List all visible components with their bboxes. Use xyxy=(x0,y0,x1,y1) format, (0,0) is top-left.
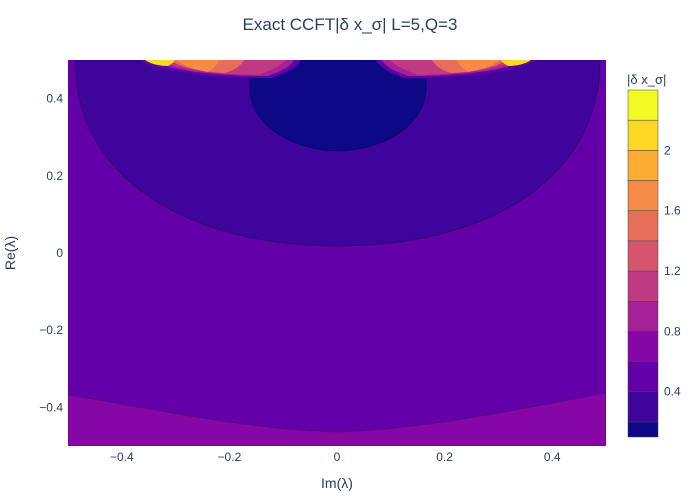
x-tick-label: 0.4 xyxy=(544,450,561,464)
colorbar-tick-label: 0.4 xyxy=(664,385,681,399)
colorbar-band xyxy=(627,331,659,362)
colorbar-tick-label: 2 xyxy=(664,143,671,157)
colorbar-band xyxy=(627,119,659,151)
y-tick-label: 0 xyxy=(56,246,63,260)
y-axis-ticks: −0.4 −0.2 0 0.2 0.4 xyxy=(39,92,63,415)
colorbar-band xyxy=(627,391,659,423)
chart-title: Exact CCFT|δ x_σ| L=5,Q=3 xyxy=(243,15,458,34)
colorbar-bands xyxy=(627,89,659,438)
x-axis-ticks: −0.4 −0.2 0 0.2 0.4 xyxy=(110,450,561,464)
colorbar-band xyxy=(627,210,659,242)
colorbar-tick-label: 0.8 xyxy=(664,324,681,338)
colorbar-tick-label: 1.2 xyxy=(664,264,681,278)
colorbar-band xyxy=(627,421,659,438)
colorbar-band xyxy=(627,361,659,392)
colorbar-band xyxy=(627,240,659,272)
x-axis-title: Im(λ) xyxy=(321,475,353,491)
contour-peak-right-5 xyxy=(457,60,500,72)
colorbar-title: |δ x_σ| xyxy=(627,72,666,87)
y-tick-label: −0.4 xyxy=(39,400,63,414)
contour-band-halfdisc xyxy=(74,60,601,247)
x-tick-label: −0.2 xyxy=(218,450,242,464)
y-tick-label: 0.4 xyxy=(46,92,63,106)
colorbar-band xyxy=(627,180,659,211)
contour-band-bottom xyxy=(68,392,606,446)
colorbar-band xyxy=(627,300,659,332)
colorbar-band xyxy=(627,150,659,181)
y-tick-label: 0.2 xyxy=(46,169,63,183)
contour-bands xyxy=(68,60,606,446)
y-axis-title: Re(λ) xyxy=(2,236,18,270)
y-tick-label: −0.2 xyxy=(39,323,63,337)
colorbar: |δ x_σ| 0.4 0.8 1.2 1.6 2 xyxy=(627,72,681,438)
colorbar-ticks: 0.4 0.8 1.2 1.6 2 xyxy=(664,143,681,398)
x-tick-label: −0.4 xyxy=(110,450,134,464)
contour-peak-left-6 xyxy=(145,60,175,66)
colorbar-band xyxy=(627,270,659,302)
x-tick-label: 0 xyxy=(334,450,341,464)
x-tick-label: 0.2 xyxy=(436,450,453,464)
contour-peak-right-6 xyxy=(501,60,531,66)
plot-area xyxy=(68,60,606,446)
contour-band-inner xyxy=(249,60,427,152)
colorbar-tick-label: 1.6 xyxy=(664,204,681,218)
colorbar-band xyxy=(627,89,659,121)
contour-peak-left-5 xyxy=(176,60,219,72)
